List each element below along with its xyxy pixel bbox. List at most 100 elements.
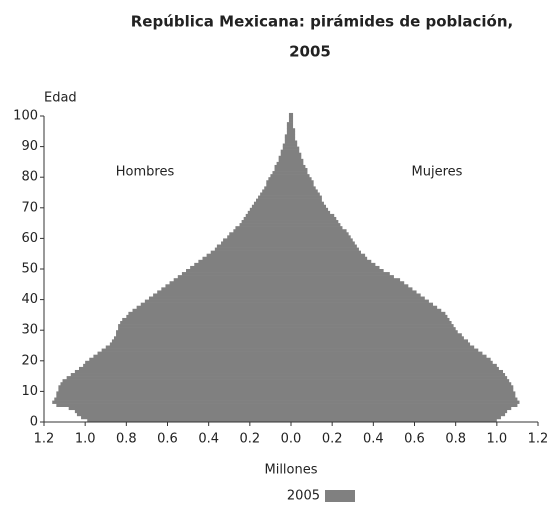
bar [291, 238, 353, 242]
bar [291, 143, 298, 147]
bar [291, 360, 493, 365]
y-tick-label: 60 [21, 231, 38, 246]
x-tick-label: 0.4 [198, 432, 219, 447]
bar [280, 152, 291, 157]
y-tick-label: 80 [21, 170, 38, 185]
bar [291, 385, 514, 389]
bar [266, 183, 291, 187]
bar [173, 278, 291, 282]
x-tick-label: 1.0 [486, 432, 507, 447]
bar [291, 330, 458, 334]
bar [291, 149, 300, 154]
bar [291, 305, 438, 310]
bar [291, 155, 302, 160]
bar [291, 259, 372, 264]
bar [291, 152, 302, 157]
bar [122, 317, 291, 322]
bar [291, 174, 310, 178]
bar [291, 363, 497, 368]
bar [291, 345, 475, 349]
bar [56, 403, 291, 407]
bar [291, 321, 452, 325]
bar [214, 247, 291, 251]
bar [233, 229, 291, 233]
y-tick-label: 100 [13, 109, 38, 124]
bar [272, 171, 291, 175]
bar [291, 223, 341, 227]
bar [120, 321, 292, 325]
bar [291, 247, 359, 251]
bar [291, 201, 324, 206]
bar [286, 125, 291, 129]
bar [291, 348, 479, 352]
bar [227, 235, 291, 239]
bar [291, 140, 298, 144]
bar [291, 125, 294, 129]
bar [291, 333, 462, 337]
bar [291, 366, 499, 371]
bar [291, 171, 308, 175]
legend-label: 2005 [287, 489, 320, 504]
legend-swatch [325, 490, 355, 502]
bar [291, 394, 516, 398]
bar [291, 287, 413, 291]
bar [291, 116, 294, 120]
bar [291, 281, 405, 285]
bar [291, 269, 384, 273]
bar [206, 253, 291, 258]
bar [256, 198, 291, 202]
bar [128, 311, 291, 316]
x-axis-label: Millones [264, 463, 317, 478]
bar [113, 336, 291, 340]
bar [198, 259, 291, 264]
bar [291, 296, 425, 300]
bar [291, 412, 506, 417]
bar [81, 415, 291, 420]
bar [262, 189, 291, 193]
x-tick-label: 1.0 [75, 432, 96, 447]
bar [68, 406, 291, 411]
bar [291, 128, 296, 132]
x-tick-label: 0.2 [322, 432, 343, 447]
y-tick-label: 40 [21, 292, 38, 307]
bar [56, 394, 291, 398]
bar [109, 342, 291, 346]
bar [291, 256, 368, 261]
bar [284, 134, 291, 138]
bar [229, 232, 291, 236]
bar [291, 354, 487, 359]
bar [280, 149, 291, 154]
bar [291, 161, 304, 166]
x-tick-label: 0.6 [157, 432, 178, 447]
bar [70, 373, 291, 377]
bar [169, 281, 291, 285]
x-tick-label: 0.8 [445, 432, 466, 447]
bar [116, 333, 292, 337]
bar [132, 308, 291, 313]
bar [291, 369, 504, 374]
bar [291, 415, 501, 420]
y-tick-label: 10 [21, 384, 38, 399]
bar [165, 284, 291, 288]
bar [291, 241, 355, 245]
bar [235, 226, 291, 230]
y-tick-label: 30 [21, 323, 38, 338]
bar [291, 235, 351, 239]
x-tick-label: 0.8 [116, 432, 137, 447]
bar [291, 314, 448, 319]
bar [291, 317, 450, 322]
bar [223, 238, 291, 242]
bar [291, 302, 434, 307]
bar [239, 223, 291, 227]
bar [247, 210, 291, 215]
bar [291, 177, 312, 181]
bar [291, 134, 296, 138]
bar [260, 192, 291, 196]
y-tick-label: 0 [30, 415, 38, 430]
bar [286, 131, 291, 135]
x-tick-label: 0.0 [281, 432, 302, 447]
bar [291, 284, 409, 288]
bar [210, 250, 291, 254]
chart-subtitle: 2005 [289, 43, 331, 61]
bar [276, 161, 291, 166]
